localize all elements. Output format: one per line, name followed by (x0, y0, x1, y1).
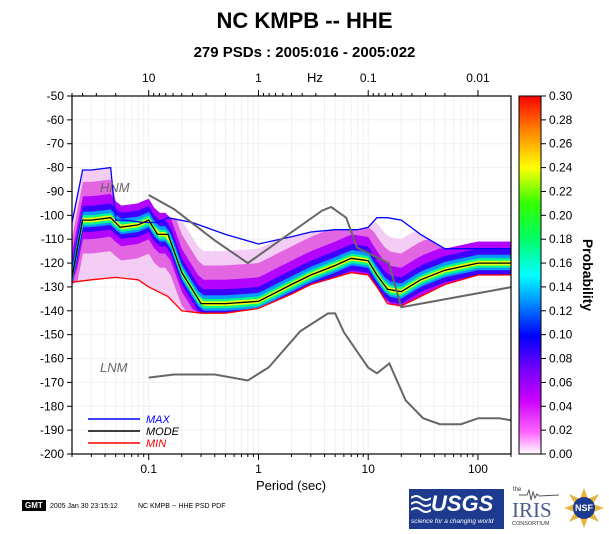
colorbar-tick-label: 0.22 (549, 184, 573, 198)
colorbar-tick-label: 0.14 (549, 280, 573, 294)
colorbar-tick-label: 0.12 (549, 304, 573, 318)
x-tick-label: 0.1 (140, 462, 157, 476)
y-tick-label: -130 (40, 280, 64, 294)
timestamp: 2005 Jan 30 23:15:12 (50, 503, 118, 510)
usgs-logo: USGS science for a changing world (409, 489, 504, 529)
y-tick-label: -90 (47, 184, 65, 198)
colorbar-tick-label: 0.10 (549, 328, 573, 342)
usgs-wave-icon (411, 495, 431, 513)
top-frequency-axis: 10 1 0.1 0.01 (71, 71, 490, 96)
series-line-hnm (148, 194, 511, 309)
legend-mode-label: MODE (146, 426, 180, 438)
colorbar-label: Probability (580, 239, 596, 312)
density-band (72, 215, 511, 306)
y-tick-label: -60 (47, 113, 65, 127)
y-tick-label: -200 (40, 447, 64, 461)
y-tick-label: -80 (47, 161, 65, 175)
x-axis: 0.1 1 10 100 (71, 454, 512, 476)
series-line-mode (72, 217, 511, 305)
y-tick-label: -110 (41, 232, 64, 246)
hnm-label: HNM (100, 180, 130, 195)
colorbar-tick-label: 0.08 (549, 352, 573, 366)
footer-caption: NC KMPB -- HHE PSD PDF (138, 503, 226, 510)
x-tick-label: 10 (362, 462, 376, 476)
series-line-max (72, 166, 511, 250)
iris-prefix: the (513, 487, 522, 493)
x-tick-label: 1 (255, 462, 262, 476)
legend: MAX MODE MIN (88, 414, 180, 450)
y-tick-label: -70 (47, 137, 65, 151)
colorbar-tick-label: 0.26 (549, 137, 573, 151)
iris-logo-text: IRIS (512, 498, 552, 522)
usgs-logo-text: USGS (431, 491, 494, 516)
seismogram-icon (519, 489, 559, 501)
lnm-label: LNM (100, 360, 128, 375)
colorbar-tick-label: 0.06 (549, 375, 573, 389)
colorbar-tick-label: 0.24 (549, 161, 573, 175)
y-tick-label: -180 (40, 399, 64, 413)
series-line-min (72, 271, 511, 314)
nsf-logo: NSF (563, 487, 605, 529)
colorbar-ticks: 0.00 0.02 0.04 0.06 0.08 0.10 0.12 0.14 0.16 0.18… (541, 89, 573, 461)
density-band (72, 209, 511, 311)
colorbar-tick-label: 0.00 (549, 447, 573, 461)
colorbar-tick-label: 0.04 (549, 399, 573, 413)
colorbar-tick-label: 0.16 (549, 256, 573, 270)
colorbar-tick-label: 0.30 (549, 89, 573, 103)
legend-min-label: MIN (146, 438, 166, 450)
top-tick-label: 0.1 (360, 71, 377, 85)
usgs-tagline: science for a changing world (411, 518, 494, 525)
y-tick-label: -190 (40, 423, 64, 437)
y-tick-label: -120 (40, 256, 64, 270)
y-tick-label: -100 (40, 208, 64, 222)
gmt-badge: GMT (22, 500, 46, 511)
top-tick-label: 10 (142, 71, 156, 85)
chart-subtitle: 279 PSDs : 2005:016 - 2005:022 (193, 44, 416, 61)
colorbar-tick-label: 0.18 (549, 232, 573, 246)
iris-logo: the IRIS CONSORTIUM (511, 487, 561, 529)
colorbar-tick-label: 0.02 (549, 423, 573, 437)
y-tick-label: -170 (40, 375, 64, 389)
x-axis-label: Period (sec) (256, 478, 326, 493)
top-tick-label: 0.01 (466, 71, 490, 85)
top-tick-label: 1 (255, 71, 262, 85)
chart-title: NC KMPB -- HHE (216, 8, 393, 33)
colorbar-tick-label: 0.28 (549, 113, 573, 127)
colorbar-tick-label: 0.20 (549, 208, 573, 222)
top-axis-label: Hz (307, 70, 323, 85)
iris-consortium: CONSORTIUM (512, 521, 550, 527)
series-line-lnm (148, 312, 511, 426)
x-tick-label: 100 (468, 462, 488, 476)
y-axis: -200 -190 -180 -170 -160 -150 -140 -130 -120 -110… (40, 89, 72, 461)
y-tick-label: -160 (40, 352, 64, 366)
legend-max-label: MAX (146, 414, 171, 426)
series-lines (72, 166, 511, 426)
y-tick-label: -150 (40, 328, 64, 342)
colorbar: 0.00 0.02 0.04 0.06 0.08 0.10 0.12 0.14 0.16 0.18… (518, 89, 573, 461)
nsf-logo-text: NSF (575, 503, 593, 513)
y-tick-label: -50 (47, 89, 65, 103)
y-tick-label: -140 (40, 304, 64, 318)
nsf-seal-icon (564, 488, 604, 528)
